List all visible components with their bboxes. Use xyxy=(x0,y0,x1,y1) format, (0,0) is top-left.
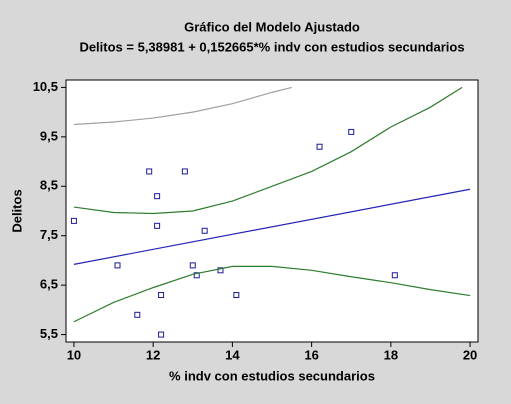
point xyxy=(134,311,141,318)
y-tick-label: 6,5 xyxy=(40,277,58,292)
point xyxy=(114,262,121,269)
y-tick-label: 10,5 xyxy=(33,79,58,94)
x-tick-label: 20 xyxy=(463,347,477,362)
chart-subtitle: Delitos = 5,38981 + 0,152665*% indv con … xyxy=(79,39,464,54)
x-tick-label: 18 xyxy=(384,347,398,362)
point xyxy=(391,272,398,279)
point xyxy=(233,292,240,299)
point xyxy=(154,193,161,200)
point xyxy=(154,222,161,229)
point xyxy=(348,128,355,135)
point xyxy=(189,262,196,269)
point xyxy=(70,217,77,224)
point xyxy=(217,267,224,274)
point xyxy=(316,143,323,150)
x-tick-label: 16 xyxy=(304,347,318,362)
point xyxy=(146,168,153,175)
y-axis-label: Delitos xyxy=(9,189,24,232)
x-axis-label: % indv con estudios secundarios xyxy=(169,368,375,383)
y-tick-label: 7,5 xyxy=(40,227,58,242)
x-tick-label: 10 xyxy=(67,347,81,362)
x-tick-label: 12 xyxy=(146,347,160,362)
plot-area xyxy=(65,79,479,343)
point xyxy=(201,227,208,234)
line xyxy=(73,265,471,323)
y-tick-label: 5,5 xyxy=(40,326,58,341)
chart-title: Gráfico del Modelo Ajustado xyxy=(184,19,360,34)
point xyxy=(181,168,188,175)
y-tick-label: 8,5 xyxy=(40,178,58,193)
point xyxy=(193,272,200,279)
line xyxy=(73,86,463,215)
x-tick-label: 14 xyxy=(225,347,240,362)
y-tick-label: 9,5 xyxy=(40,128,58,143)
line xyxy=(73,188,471,265)
line xyxy=(73,86,292,126)
point xyxy=(158,292,165,299)
point xyxy=(158,331,165,338)
